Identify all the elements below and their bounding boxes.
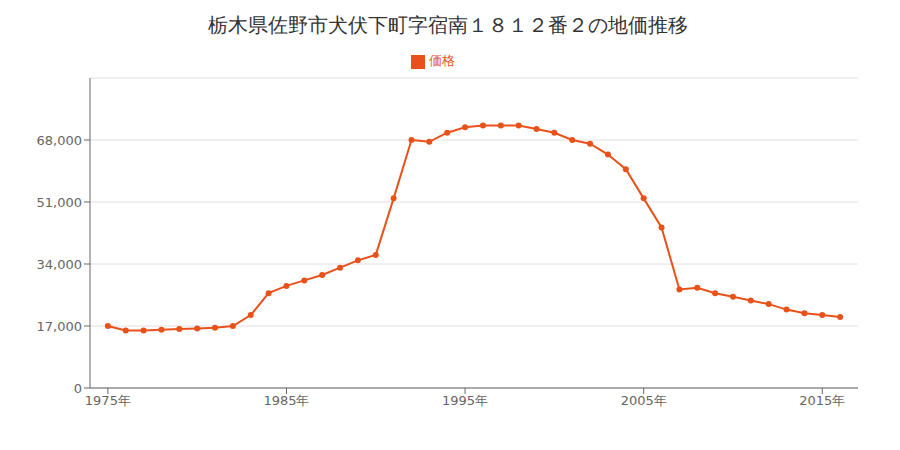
svg-text:68,000: 68,000 <box>37 133 83 148</box>
svg-text:2005年: 2005年 <box>621 393 667 408</box>
svg-text:34,000: 34,000 <box>37 257 83 272</box>
svg-text:17,000: 17,000 <box>37 319 83 334</box>
svg-text:1975年: 1975年 <box>85 393 131 408</box>
html-text:栃木県佐野市犬伏下町字宿南１８１２番２の地価推移: 栃木県佐野市犬伏下町字宿南１８１２番２の地価推移 <box>208 13 688 37</box>
svg-text:0: 0 <box>74 381 82 396</box>
svg-text:2015年: 2015年 <box>799 393 845 408</box>
svg-text:51,000: 51,000 <box>37 195 83 210</box>
svg-text:1995年: 1995年 <box>442 393 488 408</box>
html-text:価格: 価格 <box>429 53 455 68</box>
svg-text:1985年: 1985年 <box>263 393 309 408</box>
